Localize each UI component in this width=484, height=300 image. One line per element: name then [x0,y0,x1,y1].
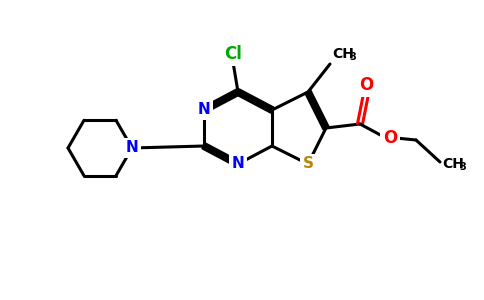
Text: O: O [383,129,397,147]
Text: S: S [302,157,314,172]
Text: 3: 3 [349,52,356,62]
Text: CH: CH [442,157,464,171]
Text: N: N [197,103,211,118]
Text: 3: 3 [459,162,466,172]
Text: N: N [232,157,244,172]
Text: N: N [126,140,138,155]
Text: CH: CH [332,47,354,61]
Text: Cl: Cl [224,45,242,63]
Text: O: O [359,76,373,94]
